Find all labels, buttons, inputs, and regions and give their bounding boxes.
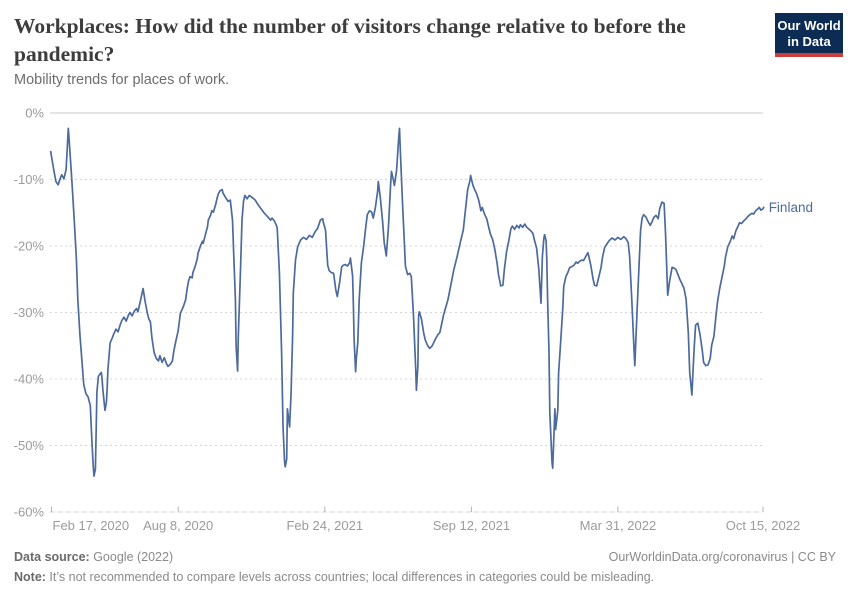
y-axis-label: -40%	[14, 372, 45, 387]
y-axis-label: -30%	[14, 305, 45, 320]
note-label: Note:	[14, 570, 46, 584]
note-line-text: Note: It’s not recommended to compare le…	[14, 570, 654, 584]
x-axis-label: Feb 17, 2020	[53, 518, 130, 533]
data-source-line: Data source: Google (2022)	[14, 550, 173, 564]
owid-logo-line1: Our World	[777, 18, 841, 33]
data-source-label: Data source:	[14, 550, 90, 564]
finland-series-label: Finland	[769, 200, 813, 215]
y-axis-label: -10%	[14, 172, 45, 187]
x-axis-label: Feb 24, 2021	[286, 518, 363, 533]
chart-subtitle: Mobility trends for places of work.	[14, 72, 230, 88]
x-axis-label: Aug 8, 2020	[143, 518, 213, 533]
note-value: It’s not recommended to compare levels a…	[45, 570, 655, 584]
x-axis-label: Mar 31, 2022	[580, 518, 657, 533]
x-axis-label: Oct 15, 2022	[726, 518, 800, 533]
chart-footer: Data source: Google (2022) OurWorldinDat…	[14, 550, 836, 589]
y-axis-label: -60%	[14, 505, 45, 520]
x-axis-label: Sep 12, 2021	[433, 518, 510, 533]
note-row: Note: It’s not recommended to compare le…	[14, 570, 836, 589]
data-source-value: Google (2022)	[89, 550, 174, 564]
chart-title: Workplaces: How did the number of visito…	[14, 14, 686, 66]
owid-logo-line2: in Data	[787, 33, 831, 49]
y-axis-label: -20%	[14, 239, 45, 254]
y-axis-label: -50%	[14, 438, 45, 453]
data-source-row: Data source: Google (2022) OurWorldinDat…	[14, 550, 836, 569]
finland-line	[49, 127, 765, 477]
y-axis-label: 0%	[25, 106, 44, 121]
attribution-link: OurWorldinData.org/coronavirus | CC BY	[608, 550, 836, 564]
owid-logo: Our World in Data	[775, 13, 843, 57]
